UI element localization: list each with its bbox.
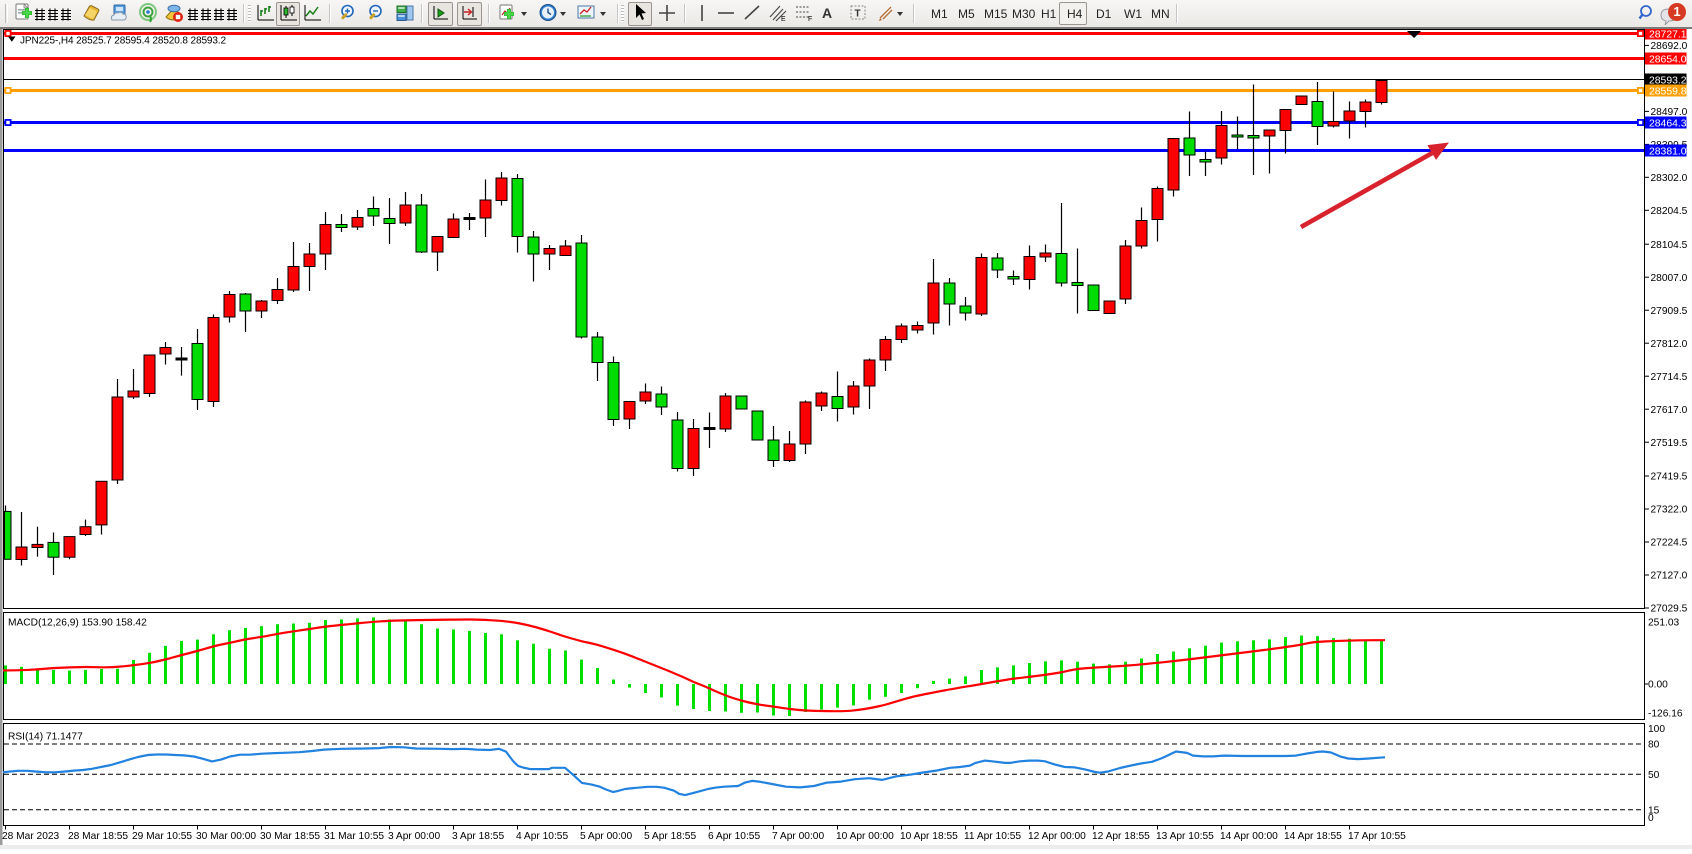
svg-text:E: E (781, 16, 786, 23)
svg-text:27519.5: 27519.5 (1651, 438, 1688, 449)
svg-text:30 Mar 18:55: 30 Mar 18:55 (260, 831, 320, 842)
svg-text:29 Mar 10:55: 29 Mar 10:55 (132, 831, 192, 842)
svg-text:251.03: 251.03 (1648, 618, 1679, 629)
svg-text:27322.0: 27322.0 (1651, 505, 1688, 516)
svg-text:28381.0: 28381.0 (1649, 146, 1687, 157)
svg-text:3 Apr 18:55: 3 Apr 18:55 (452, 831, 504, 842)
svg-text:JPN225-,H4 28525.7 28595.4 28: JPN225-,H4 28525.7 28595.4 28520.8 28593… (20, 36, 227, 47)
svg-text:27617.0: 27617.0 (1651, 405, 1688, 416)
svg-text:F: F (808, 16, 812, 23)
svg-text:12 Apr 00:00: 12 Apr 00:00 (1028, 831, 1086, 842)
svg-text:28654.0: 28654.0 (1649, 54, 1687, 65)
svg-text:6 Apr 10:55: 6 Apr 10:55 (708, 831, 760, 842)
svg-text:RSI(14) 71.1477: RSI(14) 71.1477 (8, 732, 83, 743)
svg-text:14 Apr 00:00: 14 Apr 00:00 (1220, 831, 1278, 842)
svg-text:10 Apr 18:55: 10 Apr 18:55 (900, 831, 958, 842)
svg-text:28 Mar 18:55: 28 Mar 18:55 (68, 831, 128, 842)
svg-text:27909.5: 27909.5 (1651, 306, 1688, 317)
svg-text:14 Apr 18:55: 14 Apr 18:55 (1284, 831, 1342, 842)
svg-text:13 Apr 10:55: 13 Apr 10:55 (1156, 831, 1214, 842)
svg-text:28204.5: 28204.5 (1651, 206, 1688, 217)
svg-text:28007.0: 28007.0 (1651, 273, 1688, 284)
svg-text:28 Mar 2023: 28 Mar 2023 (2, 831, 60, 842)
svg-text:28727.1: 28727.1 (1649, 29, 1687, 40)
svg-text:MACD(12,26,9) 153.90 158.42: MACD(12,26,9) 153.90 158.42 (8, 618, 147, 629)
svg-text:50: 50 (1648, 770, 1660, 781)
svg-text:27812.0: 27812.0 (1651, 339, 1688, 350)
svg-text:28497.0: 28497.0 (1651, 107, 1688, 118)
svg-text:17 Apr 10:55: 17 Apr 10:55 (1348, 831, 1406, 842)
svg-text:7 Apr 00:00: 7 Apr 00:00 (772, 831, 824, 842)
svg-text:27224.5: 27224.5 (1651, 538, 1688, 549)
svg-text:0: 0 (1648, 813, 1654, 824)
svg-text:28464.3: 28464.3 (1649, 118, 1687, 129)
svg-text:27127.0: 27127.0 (1651, 571, 1688, 582)
svg-text:28104.5: 28104.5 (1651, 240, 1688, 251)
svg-text:30 Mar 00:00: 30 Mar 00:00 (196, 831, 256, 842)
svg-text:28692.0: 28692.0 (1651, 41, 1688, 52)
svg-text:4 Apr 10:55: 4 Apr 10:55 (516, 831, 568, 842)
svg-text:100: 100 (1648, 724, 1665, 735)
svg-text:12 Apr 18:55: 12 Apr 18:55 (1092, 831, 1150, 842)
svg-text:11 Apr 10:55: 11 Apr 10:55 (964, 831, 1021, 842)
svg-text:27714.5: 27714.5 (1651, 372, 1688, 383)
svg-text:31 Mar 10:55: 31 Mar 10:55 (324, 831, 384, 842)
svg-text:-126.16: -126.16 (1648, 709, 1683, 720)
svg-text:15: 15 (1648, 806, 1660, 817)
svg-text:28559.8: 28559.8 (1649, 86, 1687, 97)
svg-text:T: T (855, 9, 861, 20)
svg-text:5 Apr 18:55: 5 Apr 18:55 (644, 831, 696, 842)
svg-text:27419.5: 27419.5 (1651, 472, 1688, 483)
svg-text:5 Apr 00:00: 5 Apr 00:00 (580, 831, 632, 842)
svg-text:3 Apr 00:00: 3 Apr 00:00 (388, 831, 440, 842)
svg-text:80: 80 (1648, 740, 1660, 751)
svg-text:27029.5: 27029.5 (1651, 604, 1688, 615)
svg-text:0.00: 0.00 (1648, 680, 1668, 691)
svg-text:10 Apr 00:00: 10 Apr 00:00 (836, 831, 894, 842)
svg-text:28593.2: 28593.2 (1649, 75, 1687, 86)
svg-text:28302.0: 28302.0 (1651, 173, 1688, 184)
